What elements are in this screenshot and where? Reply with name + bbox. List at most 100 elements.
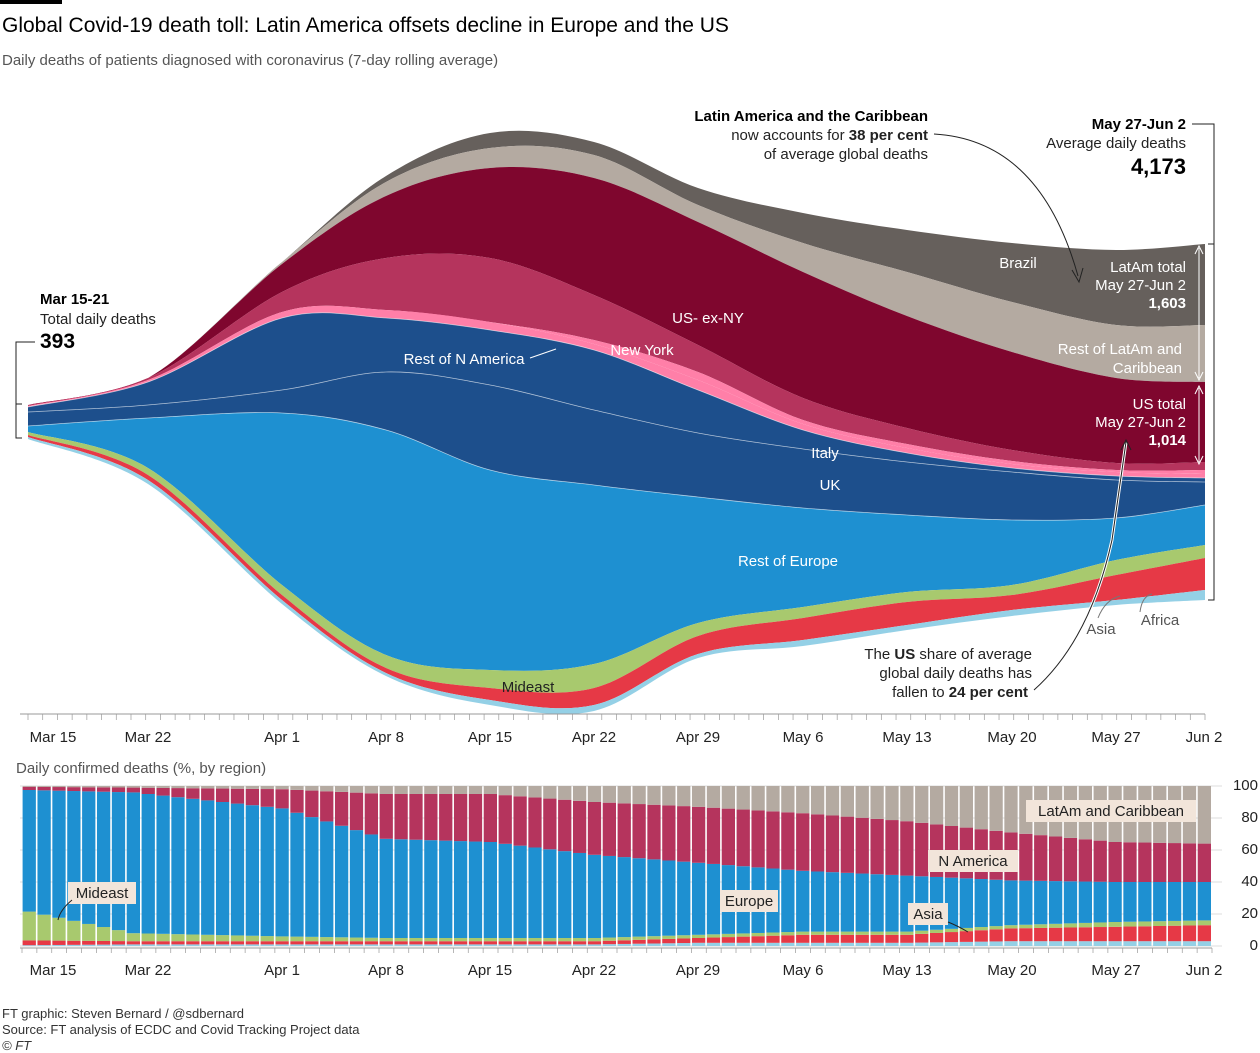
start-label: Mar 15-21	[40, 291, 109, 308]
bot-tick-apr1: Apr 1	[264, 962, 300, 979]
bar-segment-asia	[468, 941, 483, 945]
bar-segment-latam-and-caribbean	[126, 786, 140, 788]
label-us-ex-ny: US- ex-NY	[672, 310, 744, 327]
bar-segment-europe	[855, 873, 869, 932]
bar-segment-europe	[230, 803, 245, 936]
bar-segment-mideast	[498, 938, 512, 942]
bar-segment-mideast	[543, 938, 557, 942]
bar-segment-africa	[483, 944, 497, 946]
bar-segment-n-america	[171, 788, 185, 798]
bar-segment-africa	[691, 942, 706, 946]
bar-segment-latam-and-caribbean	[825, 786, 840, 816]
bar-segment-africa	[1138, 941, 1152, 946]
bar-segment-europe	[944, 877, 959, 929]
bar-segment-asia	[944, 932, 959, 943]
bar-label-n-america: N America	[938, 853, 1008, 870]
bar-segment-mideast	[424, 938, 438, 942]
bar-segment-latam-and-caribbean	[379, 786, 393, 794]
bar-segment-europe	[825, 872, 840, 932]
us-total-labels: US total May 27-Jun 2 1,014	[1095, 396, 1187, 449]
bar-segment-n-america	[528, 797, 542, 848]
chart-subtitle: Daily deaths of patients diagnosed with …	[2, 52, 499, 69]
bar-segment-n-america	[1078, 839, 1092, 882]
bar-segment-n-america	[513, 796, 527, 846]
bar-segment-n-america	[334, 791, 349, 826]
bar-segment-latam-and-caribbean	[320, 786, 334, 792]
bar-segment-europe	[498, 843, 512, 938]
bar-segment-asia	[230, 941, 245, 945]
bar-segment-latam-and-caribbean	[572, 786, 587, 801]
bar-segment-n-america	[96, 787, 111, 792]
bar-segment-asia	[647, 939, 661, 944]
bar-segment-africa	[201, 944, 215, 946]
bar-segment-n-america	[22, 786, 36, 790]
bar-segment-latam-and-caribbean	[186, 786, 200, 789]
bar-segment-n-america	[230, 788, 245, 804]
bar-segment-latam-and-caribbean	[810, 786, 825, 815]
bar-segment-n-america	[1123, 842, 1137, 882]
bar-segment-africa	[766, 942, 780, 946]
top-tick-may20: May 20	[987, 729, 1036, 746]
bar-segment-n-america	[662, 805, 676, 861]
chart-title: Global Covid-19 death toll: Latin Americ…	[2, 14, 729, 37]
bar-segment-n-america	[587, 802, 602, 855]
bar-segment-africa	[245, 944, 259, 946]
bar-segment-asia	[1123, 926, 1137, 942]
bar-segment-asia	[394, 941, 408, 945]
bar-segment-latam-and-caribbean	[677, 786, 691, 807]
bar-segment-asia	[275, 941, 289, 945]
bar-segment-asia	[810, 934, 825, 943]
bar-segment-n-america	[1153, 842, 1167, 882]
bar-segment-mideast	[379, 938, 393, 942]
bar-segment-n-america	[37, 786, 51, 791]
latam-total-1: LatAm total	[1110, 259, 1186, 276]
label-rest-europe: Rest of Europe	[738, 553, 838, 570]
bar-segment-mideast	[1108, 922, 1122, 927]
bar-segment-europe	[334, 825, 349, 938]
bar-segment-latam-and-caribbean	[290, 786, 304, 790]
label-uk: UK	[820, 477, 841, 494]
bar-segment-n-america	[156, 787, 170, 796]
bar-segment-europe	[1048, 881, 1063, 924]
bar-segment-latam-and-caribbean	[855, 786, 869, 818]
bar-segment-africa	[662, 943, 676, 946]
bar-segment-mideast	[96, 927, 111, 941]
layer-italy	[28, 371, 1205, 521]
bar-segment-latam-and-caribbean	[275, 786, 289, 790]
label-asia: Asia	[1086, 621, 1116, 638]
bar-segment-n-america	[379, 794, 393, 839]
bot-tick-mar15: Mar 15	[30, 962, 77, 979]
bar-segment-n-america	[766, 811, 780, 869]
bar-segment-latam-and-caribbean	[974, 786, 988, 830]
bar-segment-asia	[662, 938, 676, 944]
ytick-0: 0	[1250, 937, 1258, 954]
bar-segment-asia	[885, 934, 899, 943]
bar-segment-europe	[617, 857, 631, 938]
bar-segment-africa	[825, 942, 840, 946]
bar-segment-latam-and-caribbean	[528, 786, 542, 798]
bar-segment-mideast	[439, 938, 453, 942]
bar-segment-latam-and-caribbean	[498, 786, 512, 796]
bar-segment-n-america	[647, 804, 661, 860]
bar-segment-africa	[82, 944, 96, 946]
bar-segment-mideast	[617, 937, 631, 941]
bar-segment-africa	[974, 941, 988, 946]
bar-segment-n-america	[1138, 842, 1152, 882]
bar-segment-latam-and-caribbean	[543, 786, 557, 799]
bar-segment-latam-and-caribbean	[959, 786, 973, 828]
bar-segment-latam-and-caribbean	[662, 786, 676, 806]
bar-segment-latam-and-caribbean	[870, 786, 884, 819]
bar-segment-africa	[52, 944, 66, 946]
bar-segment-europe	[1078, 881, 1092, 923]
bar-segment-africa	[230, 944, 245, 946]
bar-segment-africa	[186, 944, 200, 946]
latam-line1: Latin America and the Caribbean	[694, 108, 928, 125]
bar-segment-asia	[1063, 927, 1078, 942]
bar-segment-europe	[215, 802, 230, 936]
bar-segment-latam-and-caribbean	[394, 786, 408, 794]
bar-segment-africa	[22, 945, 36, 946]
bar-segment-n-america	[201, 788, 215, 801]
bar-segment-europe	[602, 855, 616, 938]
bar-segment-n-america	[126, 787, 140, 793]
latam-total-value: 1,603	[1148, 295, 1186, 312]
